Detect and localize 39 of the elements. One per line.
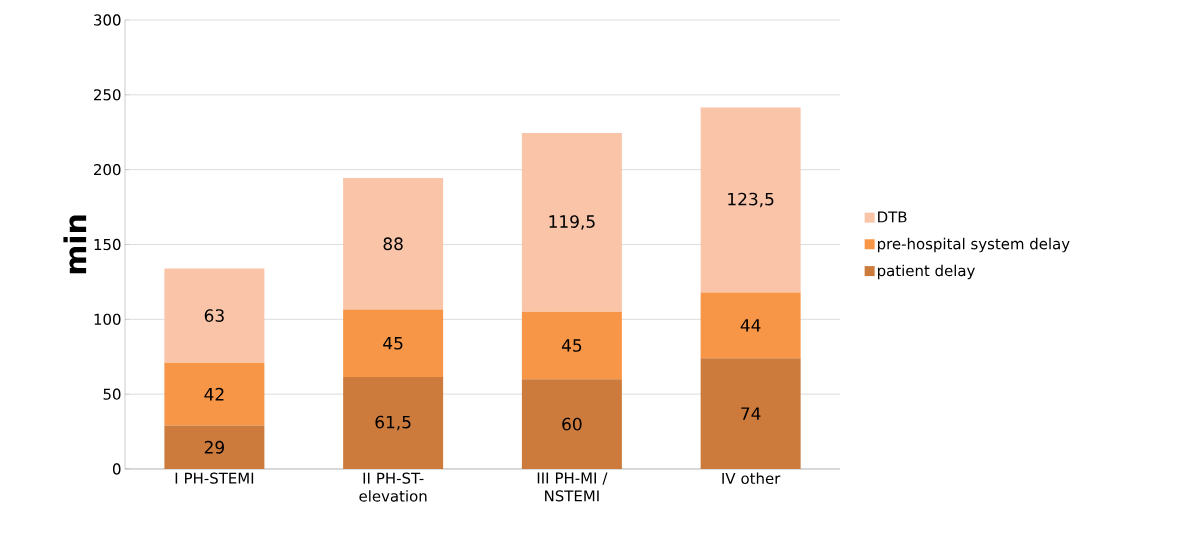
data-label: 74	[741, 407, 761, 420]
bar	[700, 107, 801, 293]
data-label: 63	[204, 309, 224, 322]
bar	[343, 309, 444, 377]
bar	[700, 292, 801, 359]
data-label: 61,5	[375, 415, 411, 431]
y-tick-label: 100	[94, 313, 121, 325]
bar	[521, 311, 622, 380]
legend-label: patient delay	[878, 264, 975, 280]
y-tick-label: 300	[94, 14, 121, 26]
data-label: 60	[562, 417, 582, 431]
data-label: 29	[204, 440, 224, 454]
bar	[521, 379, 622, 469]
y-tick-label: 0	[112, 463, 121, 475]
bar	[164, 268, 265, 363]
data-label: 123,5	[728, 192, 774, 208]
bar	[343, 177, 444, 310]
bar	[343, 376, 444, 469]
data-label: 119,5	[549, 215, 595, 230]
legend-label: DTB	[878, 211, 907, 223]
x-tick-label: III PH-MI / NSTEMI	[537, 472, 608, 502]
data-label: 88	[383, 237, 403, 251]
bar	[521, 132, 622, 312]
y-tick-label: 150	[94, 238, 121, 251]
y-tick-label: 250	[94, 89, 121, 101]
data-label: 45	[383, 336, 403, 350]
x-tick-label: II PH-ST-elevation	[359, 472, 427, 502]
bar	[164, 362, 265, 426]
y-tick-label: 50	[103, 388, 121, 400]
legend-label: pre-hospital system delay	[878, 237, 1070, 253]
x-tick-label: IV other	[722, 472, 781, 485]
bar	[700, 358, 801, 469]
bar	[164, 425, 265, 469]
y-tick-label: 200	[94, 164, 121, 176]
data-label: 44	[740, 319, 761, 332]
data-label: 42	[204, 387, 224, 401]
x-tick-label: I PH-STEMI	[175, 472, 254, 484]
data-label: 45	[561, 339, 582, 352]
y-axis-title: min	[63, 215, 87, 274]
